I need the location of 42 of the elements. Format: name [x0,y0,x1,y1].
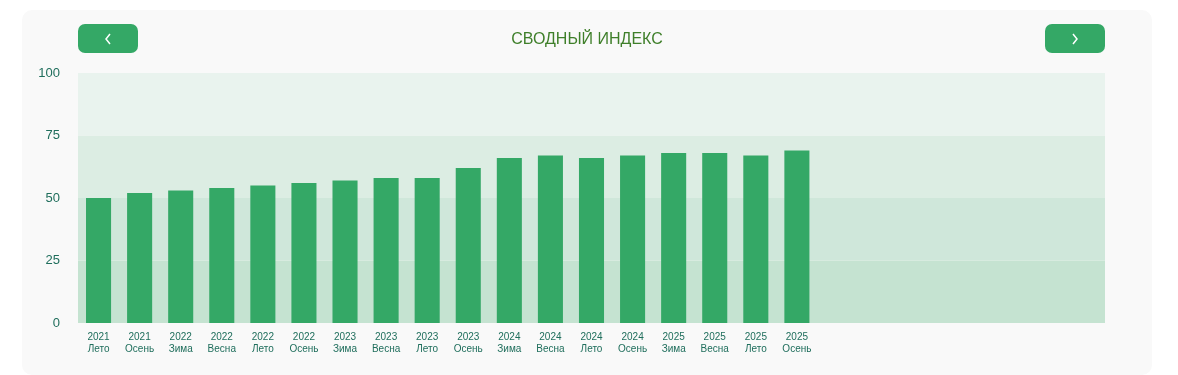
x-tick-label: 2024 Весна [536,330,566,354]
bar [661,153,687,323]
x-tick-label: 2023 Осень [453,330,483,354]
bar [455,168,481,323]
bar [743,155,769,323]
bar [291,183,317,323]
bar [414,178,440,323]
bar [373,178,399,323]
bar [168,190,194,323]
bar [332,180,358,323]
chart-title: СВОДНЫЙ ИНДЕКС [510,30,664,48]
bar [620,155,646,323]
y-tick-label: 75 [45,127,60,143]
x-tick-label: 2022 Весна [207,330,237,354]
y-tick-label: 0 [52,314,60,330]
x-tick-label: 2021 Осень [125,330,155,354]
x-tick-label: 2021 Лето [87,330,111,354]
x-tick-label: 2023 Лето [416,330,439,354]
y-tick-label: 100 [38,64,60,80]
bar [496,158,522,323]
bar [578,158,605,323]
bar [209,188,235,323]
y-tick-label: 25 [45,252,60,268]
x-tick-label: 2025 Зима [661,330,687,354]
x-tick-label: 2022 Лето [251,330,275,354]
x-tick-label: 2023 Зима [332,330,358,354]
y-tick-label: 50 [45,189,60,205]
bar [127,193,153,323]
bar [537,155,563,323]
x-tick-label: 2025 Лето [744,330,768,354]
bar [250,185,276,323]
x-tick-label: 2023 Весна [371,330,401,354]
bar [86,198,112,323]
x-tick-label: 2024 Осень [618,330,648,354]
x-tick-label: 2025 Весна [700,330,730,354]
x-tick-label: 2025 Осень [782,330,812,354]
bar [702,153,728,323]
x-tick-label: 2022 Осень [289,330,319,354]
x-tick-label: 2022 Зима [168,330,194,354]
x-tick-label: 2024 Зима [497,330,522,354]
bar [784,150,810,323]
x-tick-label: 2024 Лето [580,330,604,354]
